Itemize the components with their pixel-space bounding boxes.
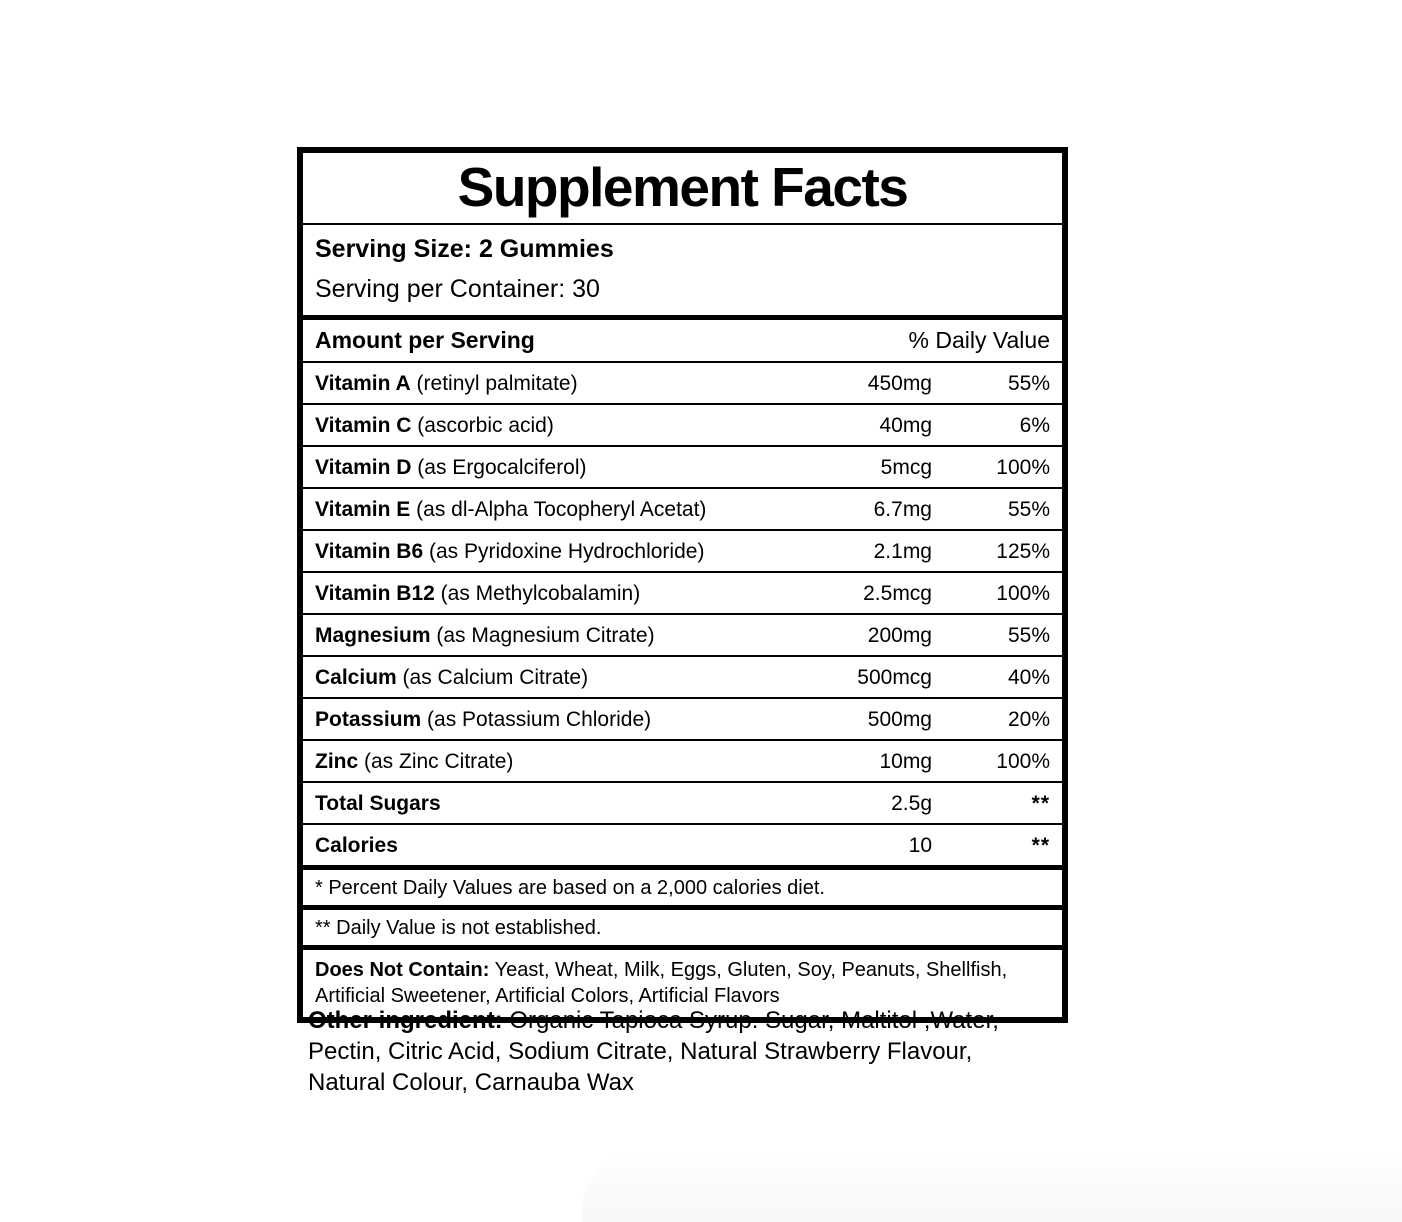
nutrient-detail: (ascorbic acid)	[411, 414, 554, 437]
nutrient-row: Magnesium (as Magnesium Citrate) 200mg 5…	[303, 615, 1062, 657]
nutrient-detail: (as Ergocalciferol)	[411, 456, 587, 479]
nutrient-name: Vitamin E	[315, 498, 411, 521]
supplement-facts-panel: Supplement Facts Serving Size: 2 Gummies…	[297, 147, 1068, 1023]
nutrient-detail: (as dl-Alpha Tocopheryl Acetat)	[410, 498, 707, 521]
nutrient-rows: Vitamin A (retinyl palmitate) 450mg 55% …	[303, 363, 1062, 865]
nutrient-name: Potassium	[315, 708, 422, 731]
nutrient-name: Magnesium	[315, 624, 431, 647]
does-not-contain-section: Does Not Contain: Yeast, Wheat, Milk, Eg…	[303, 945, 1062, 1017]
nutrient-daily-value: 20%	[1007, 708, 1050, 731]
daily-value-header: % Daily Value	[908, 327, 1050, 353]
nutrient-daily-value: 125%	[996, 540, 1050, 563]
amount-per-serving-header: Amount per Serving	[315, 327, 535, 353]
nutrient-name: Total Sugars	[315, 792, 441, 815]
nutrient-daily-value: 55%	[1007, 372, 1050, 395]
nutrient-amount: 10	[908, 834, 932, 857]
nutrient-name: Vitamin D	[315, 456, 412, 479]
nutrient-detail: (as Potassium Chloride)	[421, 708, 652, 731]
nutrient-row: Vitamin E (as dl-Alpha Tocopheryl Acetat…	[303, 489, 1062, 531]
nutrient-row: Total Sugars 2.5g **	[303, 783, 1062, 825]
nutrient-name: Vitamin C	[315, 414, 412, 437]
nutrient-row: Calcium (as Calcium Citrate) 500mcg 40%	[303, 657, 1062, 699]
nutrient-daily-value: 100%	[996, 750, 1050, 773]
nutrient-amount: 2.5g	[891, 792, 932, 815]
nutrient-amount: 500mg	[867, 708, 932, 731]
does-not-contain-text: Yeast, Wheat, Milk, Eggs, Gluten, Soy, P…	[315, 959, 1008, 1007]
footnote-daily-values: * Percent Daily Values are based on a 2,…	[303, 865, 1062, 905]
nutrient-daily-value: 100%	[996, 456, 1050, 479]
nutrient-name: Calcium	[315, 666, 397, 689]
serving-section: Serving Size: 2 Gummies Serving per Cont…	[303, 225, 1062, 315]
nutrient-name: Calories	[315, 834, 398, 857]
nutrient-amount: 500mcg	[857, 666, 932, 689]
nutrient-detail: (as Calcium Citrate)	[396, 666, 589, 689]
nutrient-row: Vitamin A (retinyl palmitate) 450mg 55%	[303, 363, 1062, 405]
nutrient-daily-value: 6%	[1019, 414, 1050, 437]
table-header-row: Amount per Serving % Daily Value	[303, 320, 1062, 363]
nutrient-detail: (retinyl palmitate)	[410, 372, 578, 395]
nutrient-amount: 2.5mcg	[863, 582, 932, 605]
nutrient-name: Zinc	[315, 750, 359, 773]
panel-title-section: Supplement Facts	[303, 153, 1062, 225]
other-ingredients-text: Organic Tapioca Syrup. Sugar, Maltitol ,…	[308, 1007, 999, 1096]
nutrient-daily-value: 40%	[1007, 666, 1050, 689]
nutrient-amount: 40mg	[879, 414, 932, 437]
nutrient-amount: 6.7mg	[873, 498, 932, 521]
nutrient-row: Vitamin D (as Ergocalciferol) 5mcg 100%	[303, 447, 1062, 489]
panel-title: Supplement Facts	[457, 156, 909, 218]
serving-size-line: Serving Size: 2 Gummies	[315, 235, 614, 263]
nutrient-row: Calories 10 **	[303, 825, 1062, 865]
nutrient-detail: (as Methylcobalamin)	[434, 582, 641, 605]
nutrient-amount: 10mg	[879, 750, 932, 773]
nutrient-daily-value: 55%	[1007, 624, 1050, 647]
nutrient-amount: 2.1mg	[873, 540, 932, 563]
servings-per-container-line: Serving per Container: 30	[315, 275, 600, 303]
nutrient-detail: (as Pyridoxine Hydrochloride)	[423, 540, 705, 563]
nutrient-amount: 450mg	[867, 372, 932, 395]
nutrient-name: Vitamin A	[315, 372, 411, 395]
other-ingredients-label: Other ingredient:	[308, 1007, 503, 1034]
nutrient-row: Zinc (as Zinc Citrate) 10mg 100%	[303, 741, 1062, 783]
nutrient-detail: (as Magnesium Citrate)	[430, 624, 655, 647]
nutrient-row: Vitamin B6 (as Pyridoxine Hydrochloride)…	[303, 531, 1062, 573]
nutrient-row: Potassium (as Potassium Chloride) 500mg …	[303, 699, 1062, 741]
nutrient-amount: 5mcg	[880, 456, 932, 479]
nutrient-amount: 200mg	[867, 624, 932, 647]
nutrient-daily-value: **	[1031, 792, 1050, 815]
nutrient-daily-value: **	[1031, 834, 1050, 857]
nutrient-row: Vitamin C (ascorbic acid) 40mg 6%	[303, 405, 1062, 447]
other-ingredients-section: Other ingredient: Organic Tapioca Syrup.…	[308, 1005, 1046, 1098]
page-background-shade	[582, 1152, 1402, 1222]
footnote-not-established: ** Daily Value is not established.	[303, 905, 1062, 945]
nutrient-row: Vitamin B12 (as Methylcobalamin) 2.5mcg …	[303, 573, 1062, 615]
nutrient-name: Vitamin B12	[315, 582, 435, 605]
nutrient-table: Amount per Serving % Daily Value Vitamin…	[303, 315, 1062, 865]
nutrient-name: Vitamin B6	[315, 540, 424, 563]
does-not-contain-label: Does Not Contain:	[315, 959, 490, 981]
nutrient-daily-value: 100%	[996, 582, 1050, 605]
nutrient-detail: (as Zinc Citrate)	[358, 750, 514, 773]
nutrient-daily-value: 55%	[1007, 498, 1050, 521]
